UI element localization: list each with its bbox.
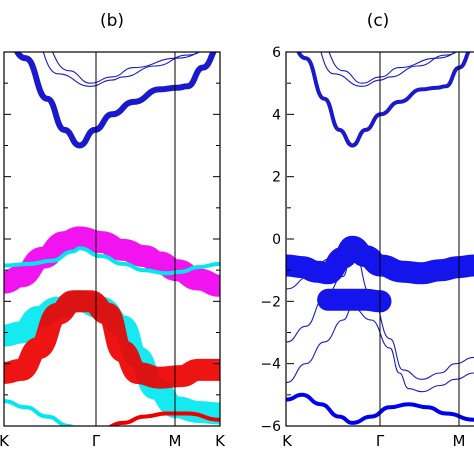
panel-b-band-8 (4, 399, 75, 426)
panel-c-label: (c) (367, 11, 390, 31)
panel-c-band-9 (286, 392, 474, 425)
panel-c-ytick-label: 4 (272, 107, 281, 123)
panel-b-band-9 (107, 411, 220, 426)
panel-c-ytick-label: −2 (260, 294, 281, 310)
panel-c-ytick-label: 6 (272, 45, 281, 61)
panel-c-band-6 (317, 288, 392, 313)
panel-c: (c) 6 4 2 0 −2 −4 −6 K Γ M (260, 11, 474, 450)
panel-b-y-ticks (4, 51, 220, 427)
panel-c-frame (285, 51, 474, 427)
panel-b-band-7 (4, 290, 220, 389)
panel-c-band-5 (286, 244, 474, 290)
panel-b-xtick-k2: K (215, 432, 226, 450)
panel-c-xtick-gamma: Γ (376, 432, 385, 450)
panel-b-band-1 (51, 52, 200, 84)
panel-c-ytick-label: −4 (260, 357, 281, 373)
panel-c-ytick-label: −6 (260, 419, 281, 435)
panel-b-label: (b) (100, 11, 124, 31)
panel-c-band-8 (286, 307, 474, 393)
panel-b-band-2 (13, 52, 217, 149)
panel-c-xtick-m: M (453, 432, 466, 450)
panel-c-xtick-k: K (282, 432, 293, 450)
panel-b-band-3 (65, 52, 86, 53)
panel-b-xtick-k1: K (0, 432, 10, 450)
panel-c-band-3 (339, 52, 358, 53)
panel-b-band-5 (4, 246, 220, 276)
panel-c-ytick-label: 0 (272, 232, 281, 248)
panel-c-ytick-label: 2 (272, 170, 281, 186)
panel-b-xtick-gamma: Γ (92, 432, 101, 450)
panel-b-bands (4, 52, 220, 426)
panel-c-y-ticks: 6 4 2 0 −2 −4 −6 (260, 45, 294, 435)
panel-b-xtick-m: M (169, 432, 182, 450)
panel-c-band-1 (328, 52, 457, 84)
panel-b: (b) K Γ M K (0, 11, 226, 450)
